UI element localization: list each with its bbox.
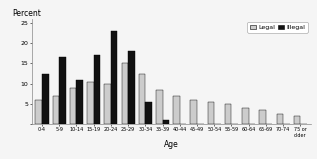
Bar: [225, 104, 231, 124]
Bar: [94, 55, 100, 124]
Bar: [191, 100, 197, 124]
Text: Percent: Percent: [12, 9, 41, 18]
Bar: [128, 51, 135, 124]
Bar: [122, 63, 128, 124]
Bar: [70, 88, 76, 124]
Bar: [276, 114, 283, 124]
Bar: [53, 96, 59, 124]
Legend: Legal, Illegal: Legal, Illegal: [247, 22, 307, 33]
Bar: [59, 57, 66, 124]
Bar: [111, 31, 118, 124]
Bar: [163, 120, 169, 124]
Bar: [76, 80, 83, 124]
Bar: [208, 102, 214, 124]
Bar: [242, 108, 249, 124]
X-axis label: Age: Age: [164, 140, 178, 149]
Bar: [104, 84, 111, 124]
Bar: [139, 74, 146, 124]
Bar: [146, 102, 152, 124]
Bar: [294, 116, 300, 124]
Bar: [42, 74, 49, 124]
Bar: [36, 100, 42, 124]
Bar: [259, 110, 266, 124]
Bar: [156, 90, 163, 124]
Bar: [87, 82, 94, 124]
Bar: [173, 96, 180, 124]
